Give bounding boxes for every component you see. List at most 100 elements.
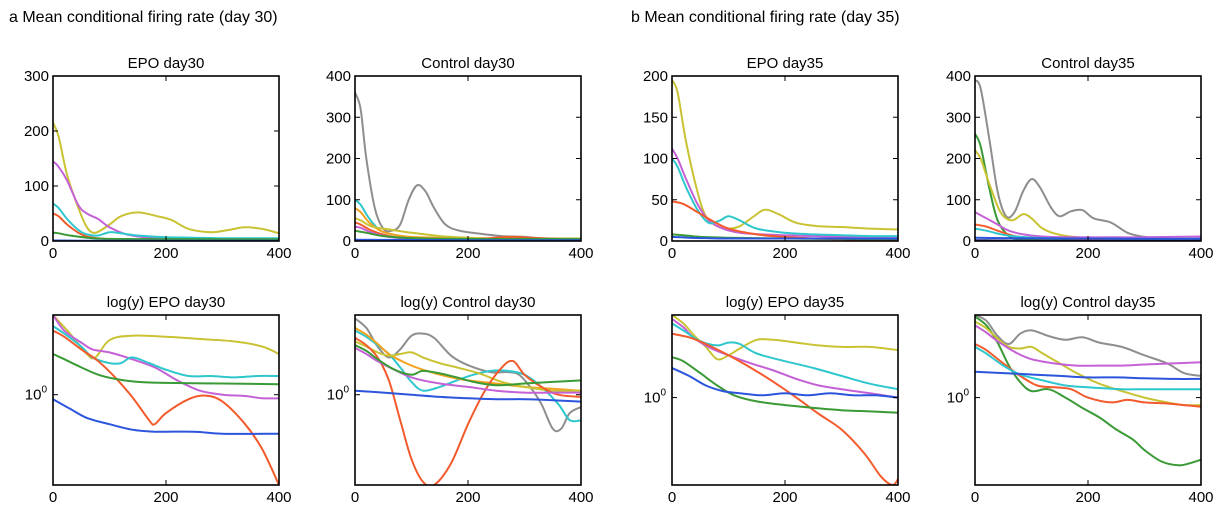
series-group (53, 315, 279, 485)
series-line-blue (355, 389, 581, 403)
series-group (53, 121, 279, 241)
x-tick-label: 0 (668, 489, 676, 506)
series-line-green (672, 356, 898, 414)
x-tick-label: 400 (266, 489, 291, 506)
x-tick-label: 200 (772, 245, 797, 262)
series-line-yellow (672, 79, 898, 231)
subplot-title: log(y) EPO day35 (726, 294, 844, 311)
y-tick-label: 100 (25, 385, 48, 404)
series-line-blue (672, 235, 898, 240)
y-tick-label: 400 (946, 68, 971, 85)
series-line-red (975, 343, 1201, 408)
y-tick-label: 100 (326, 192, 351, 209)
x-tick-label: 400 (885, 245, 910, 262)
series-line-yellow (975, 149, 1201, 241)
series-group (355, 317, 581, 485)
series-line-green (975, 315, 1201, 467)
series-line-yellow (53, 121, 279, 235)
y-tick-label: 200 (643, 68, 668, 85)
y-tick-label: 0 (660, 233, 668, 250)
series-line-blue (672, 367, 898, 399)
x-tick-label: 200 (1075, 245, 1100, 262)
x-tick-label: 0 (668, 245, 676, 262)
x-tick-label: 200 (1075, 489, 1100, 506)
x-tick-label: 0 (971, 489, 979, 506)
axes-frame (354, 75, 582, 242)
series-line-cyan (672, 322, 898, 391)
y-tick-label: 0 (963, 233, 971, 250)
subplot-title: log(y) EPO day30 (107, 294, 225, 311)
x-tick-label: 400 (1188, 489, 1213, 506)
series-line-green (355, 344, 581, 387)
series-line-green (355, 229, 581, 240)
x-tick-label: 400 (266, 245, 291, 262)
series-line-gray (975, 79, 1201, 241)
series-line-cyan (672, 157, 898, 238)
series-line-red (53, 329, 279, 485)
series-line-blue (975, 236, 1201, 240)
panel-b-label: b Mean conditional firing rate (day 35) (631, 9, 900, 26)
y-tick-label: 50 (651, 192, 668, 209)
subplot-title: EPO day35 (747, 55, 824, 72)
y-tick-label: 100 (24, 178, 49, 195)
x-tick-label: 0 (351, 489, 359, 506)
series-line-gray (355, 317, 581, 433)
series-line-magenta (355, 346, 581, 394)
subplot-title: log(y) Control day30 (400, 294, 535, 311)
series-line-cyan (53, 202, 279, 240)
x-tick-label: 0 (351, 245, 359, 262)
series-group (975, 315, 1201, 467)
series-line-blue (53, 398, 279, 435)
y-tick-label: 300 (24, 68, 49, 85)
x-tick-label: 400 (1188, 245, 1213, 262)
subplot-1: EPO day30 0 200 400 0 100 200 300 (24, 55, 292, 262)
panel-a-label: a Mean conditional firing rate (day 30) (9, 9, 278, 26)
y-tick-label: 100 (643, 151, 668, 168)
series-line-yellow (672, 315, 898, 361)
series-group (975, 79, 1201, 241)
x-tick-label: 400 (885, 489, 910, 506)
y-tick-label: 200 (326, 151, 351, 168)
subplot-8: log(y) Control day35 0 200 400 100 (947, 294, 1214, 506)
series-line-cyan (355, 329, 581, 423)
x-tick-label: 400 (568, 245, 593, 262)
series-line-cyan (975, 345, 1201, 391)
series-line-magenta (975, 211, 1201, 239)
y-tick-label: 300 (326, 109, 351, 126)
y-tick-label: 100 (946, 192, 971, 209)
y-tick-label: 0 (41, 233, 49, 250)
y-tick-label: 300 (946, 109, 971, 126)
series-line-red (355, 336, 581, 485)
y-tick-label: 200 (946, 151, 971, 168)
subplot-4: Control day35 0 200 400 0 100 200 300 400 (946, 55, 1214, 262)
series-group (672, 79, 898, 241)
x-tick-label: 200 (153, 489, 178, 506)
series-line-magenta (975, 324, 1201, 367)
series-group (672, 315, 898, 485)
subplot-3: EPO day35 0 200 400 0 50 100 150 200 (643, 55, 911, 262)
y-tick-label: 100 (947, 388, 970, 407)
subplot-title: Control day35 (1041, 55, 1134, 72)
x-tick-label: 0 (49, 245, 57, 262)
axes-frame (974, 75, 1202, 242)
subplot-6: log(y) Control day30 0 200 400 100 (327, 294, 594, 506)
x-tick-label: 0 (971, 245, 979, 262)
series-line-green (975, 132, 1201, 241)
series-line-blue (975, 370, 1201, 380)
series-group (355, 91, 581, 241)
x-tick-label: 200 (455, 489, 480, 506)
axes-frame (52, 75, 280, 242)
series-line-green (53, 231, 279, 241)
series-line-gray (975, 315, 1201, 377)
x-tick-label: 200 (153, 245, 178, 262)
series-line-magenta (53, 315, 279, 400)
subplot-title: Control day30 (421, 55, 514, 72)
y-tick-label: 0 (343, 233, 351, 250)
series-line-yellow (355, 340, 581, 392)
subplot-7: log(y) EPO day35 0 200 400 100 (644, 294, 911, 506)
y-tick-label: 200 (24, 123, 49, 140)
x-tick-label: 0 (49, 489, 57, 506)
x-tick-label: 400 (568, 489, 593, 506)
subplot-5: log(y) EPO day30 0 200 400 100 (25, 294, 292, 506)
